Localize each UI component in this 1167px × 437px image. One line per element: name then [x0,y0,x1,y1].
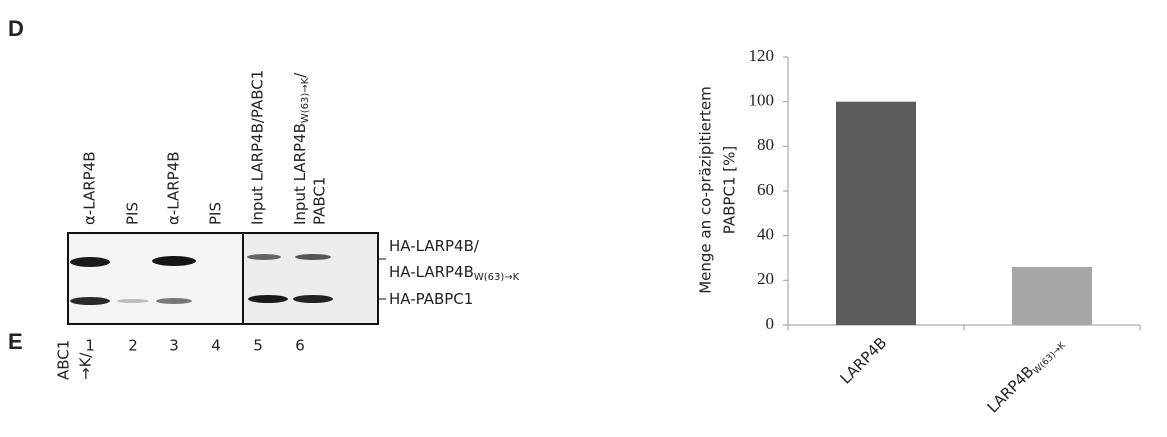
text-part: LARP4B [836,333,890,387]
blot [68,233,386,324]
text-part: / [291,72,309,78]
band [156,298,192,304]
lane-number: 5 [253,337,263,355]
blot-section [244,234,377,323]
lane-label: Input LARP4BW(63)→K/ [291,72,312,225]
y-tick-label: 0 [766,314,775,333]
panel-label: D [8,16,24,41]
y-tick-label: 100 [749,91,775,110]
band [247,254,281,260]
bar [836,102,916,325]
y-tick-label: 80 [757,135,774,154]
lane-label: α-LARP4B [81,151,99,225]
text-part: HA-PABPC1 [389,290,473,308]
band [295,254,331,260]
lane-label: PIS [207,202,225,225]
x-tick-label: LARP4B [836,333,890,387]
lane-label: Input LARP4B/PABC1 [249,70,267,225]
subscript: W(63)→K [300,77,311,123]
subscript: W(63)→K [1031,340,1068,377]
y-axis-label: Menge an co-präzipitiertem [697,86,715,294]
x-tick-label: LARP4BW(63)→K [983,333,1068,418]
text-fragment: →K/ [77,352,95,380]
text-part: LARP4B [983,362,1037,416]
text-fragment: ABC1 [55,340,73,380]
y-tick-label: 20 [757,269,774,288]
lane-number: 1 [85,337,95,355]
lane-number: 4 [211,337,221,355]
band [152,256,196,266]
band [248,295,288,303]
band [70,297,110,305]
band-label: HA-LARP4B/ [389,237,480,255]
text-part: HA-LARP4B/ [389,237,480,255]
band-label: HA-LARP4BW(63)→K [389,263,520,284]
text-part: HA-LARP4B [389,263,474,281]
text-part: Input LARP4B [291,123,309,225]
y-tick-label: 120 [749,46,775,65]
y-tick-label: 60 [757,180,774,199]
lane-number: 2 [128,337,138,355]
y-axis-label: PABPC1 [%] [721,146,739,234]
band [117,299,149,303]
lane-label: PIS [124,202,142,225]
figure: D E α-LARP4BPISα-LARP4BPISInput LARP4B/P… [0,0,1167,437]
bar [1012,267,1092,325]
band [293,295,333,303]
subscript: W(63)→K [474,272,520,283]
panel-label: E [8,329,23,354]
band [70,257,110,267]
band-label: HA-PABPC1 [389,290,473,308]
lane-number: 6 [295,337,305,355]
y-tick-label: 40 [757,225,774,244]
lane-number: 3 [169,337,179,355]
lane-label: α-LARP4B [165,151,183,225]
lane-label: PABC1 [311,177,329,225]
